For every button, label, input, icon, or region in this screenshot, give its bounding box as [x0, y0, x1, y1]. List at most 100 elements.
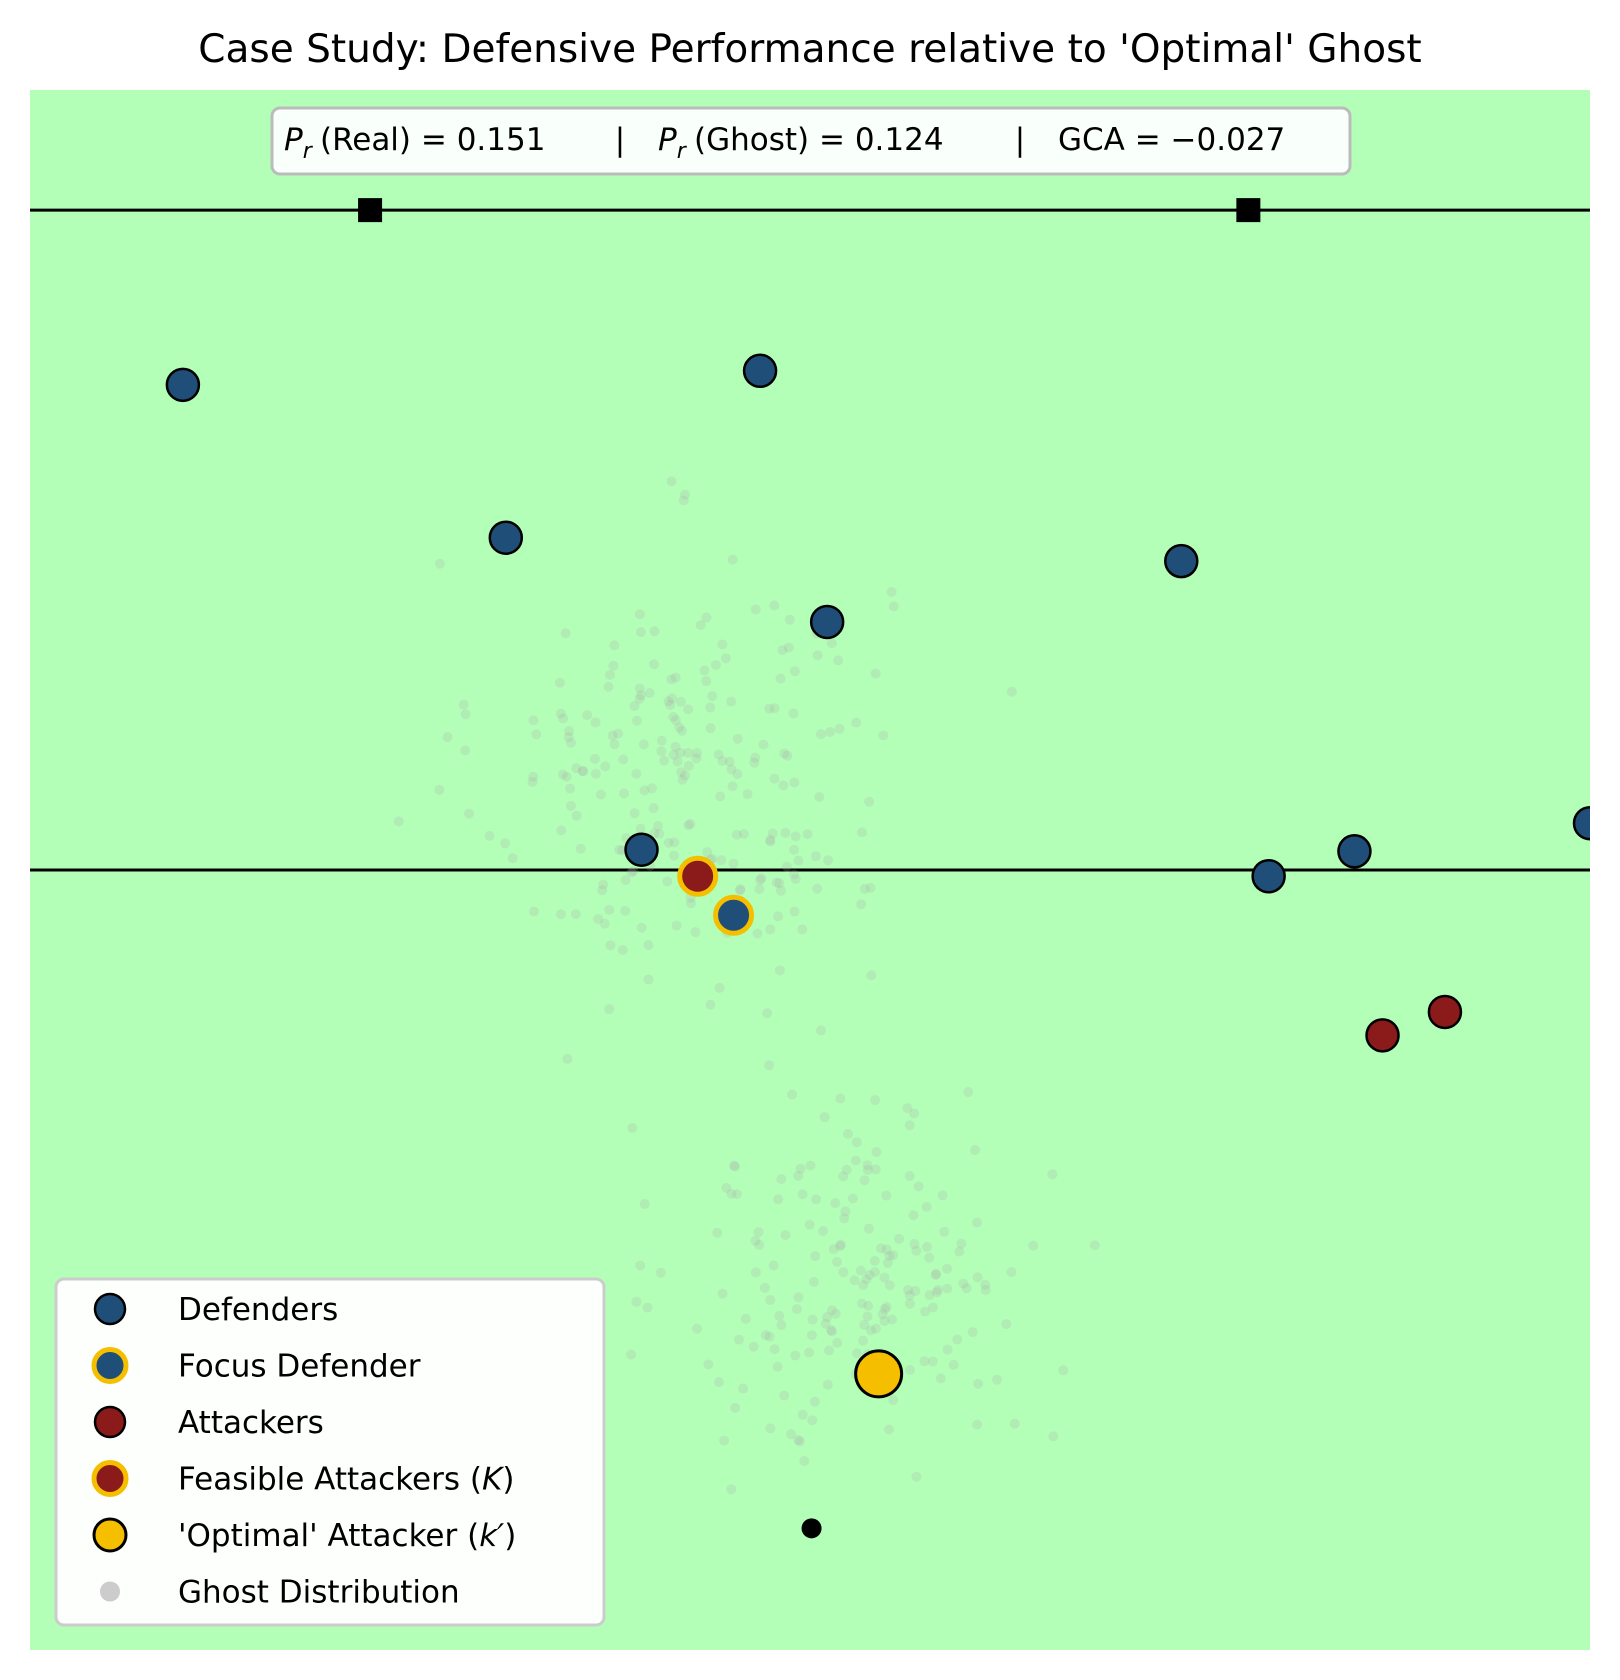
- ghost-point: [715, 791, 726, 802]
- ghost-point: [851, 1137, 862, 1148]
- ghost-point: [626, 1349, 637, 1360]
- ghost-point: [910, 1285, 921, 1296]
- ghost-point: [824, 1345, 835, 1356]
- ghost-point: [835, 1241, 846, 1252]
- ghost-point: [786, 1429, 797, 1440]
- ghost-point: [646, 783, 657, 794]
- ghost-point: [866, 970, 877, 981]
- legend-label-attacker: Attackers: [178, 1405, 324, 1441]
- ghost-point: [639, 1198, 650, 1209]
- ghost-point: [779, 1390, 790, 1401]
- legend-marker-defender: [93, 1292, 127, 1326]
- attacker-point: [1365, 1018, 1400, 1053]
- ghost-point: [904, 1170, 915, 1181]
- ghost-point: [716, 855, 727, 866]
- ghost-point: [758, 739, 769, 750]
- ghost-point: [839, 1213, 850, 1224]
- ghost-point: [659, 755, 670, 766]
- ghost-point: [748, 1341, 759, 1352]
- ghost-point: [1028, 1240, 1039, 1251]
- ghost-point: [787, 1089, 798, 1100]
- ghost-point: [831, 1256, 842, 1267]
- ghost-point: [838, 1267, 849, 1278]
- ghost-point: [639, 785, 650, 796]
- ghost-point: [620, 905, 631, 916]
- legend-label-focus: Focus Defender: [178, 1349, 421, 1385]
- legend-marker-feasible: [91, 1460, 129, 1497]
- ghost-point: [840, 1206, 851, 1217]
- ghost-point: [557, 769, 568, 780]
- ghost-point: [809, 1396, 820, 1407]
- ghost-point: [600, 761, 611, 772]
- ghost-point: [791, 1304, 802, 1315]
- legend-marker-focus: [91, 1347, 129, 1384]
- ghost-point: [972, 1419, 983, 1430]
- ghost-point: [924, 1290, 935, 1301]
- ghost-point: [826, 1305, 837, 1316]
- defender-point: [624, 832, 659, 867]
- ghost-point: [780, 1229, 791, 1240]
- ghost-point: [707, 690, 718, 701]
- ghost-point: [668, 711, 679, 722]
- ghost-point: [643, 974, 654, 985]
- ghost-point: [908, 1210, 919, 1221]
- ball-marker: [801, 1518, 822, 1539]
- ghost-point: [871, 1147, 882, 1158]
- ghost-point: [620, 875, 631, 886]
- ghost-point: [921, 1201, 932, 1212]
- ghost-point: [939, 1226, 950, 1237]
- ghost-point: [740, 1313, 751, 1324]
- ghost-point: [793, 855, 804, 866]
- ghost-point: [570, 909, 581, 920]
- ghost-point: [869, 1255, 880, 1266]
- ghost-point: [806, 1330, 817, 1341]
- ghost-point: [919, 1356, 930, 1367]
- ghost-point: [726, 1188, 737, 1199]
- ghost-point: [603, 681, 614, 692]
- ghost-point: [773, 1194, 784, 1205]
- ghost-point: [671, 920, 682, 931]
- ghost-point: [724, 756, 735, 767]
- ghost-point: [712, 1227, 723, 1238]
- ghost-point: [558, 713, 569, 724]
- ghost-point: [458, 699, 469, 710]
- ghost-point: [564, 726, 575, 737]
- ghost-point: [909, 1238, 920, 1249]
- ghost-point: [1047, 1169, 1058, 1180]
- ghost-point: [776, 1320, 787, 1331]
- ghost-point: [789, 844, 800, 855]
- ghost-point: [555, 708, 566, 719]
- ghost-point: [924, 1252, 935, 1263]
- ghost-point: [775, 885, 786, 896]
- ghost-point: [627, 1122, 638, 1133]
- ghost-point: [605, 940, 616, 951]
- ghost-point: [804, 1347, 815, 1358]
- ghost-point: [793, 1434, 804, 1445]
- ghost-point: [864, 796, 875, 807]
- ghost-point: [629, 808, 640, 819]
- ghost-point: [841, 1164, 852, 1175]
- ghost-point: [795, 1163, 806, 1174]
- ghost-point: [733, 1334, 744, 1345]
- ghost-point: [814, 791, 825, 802]
- ghost-point: [903, 1284, 914, 1295]
- ghost-point: [750, 604, 761, 615]
- stats-pr-symbol: Pr: [284, 122, 314, 164]
- ghost-point: [528, 715, 539, 726]
- ghost-point: [963, 1087, 974, 1098]
- ghost-point: [759, 1282, 770, 1293]
- ghost-point: [631, 715, 642, 726]
- ghost-point: [692, 1323, 703, 1334]
- legend-marker-ghost: [100, 1581, 120, 1602]
- ghost-point: [794, 1436, 805, 1447]
- stats-separator: |: [1015, 122, 1025, 158]
- ghost-point: [680, 770, 691, 781]
- ghost-point: [663, 837, 674, 848]
- ghost-point: [780, 827, 791, 838]
- ghost-point: [928, 1302, 939, 1313]
- ghost-point: [967, 1327, 978, 1338]
- ghost-point: [599, 918, 610, 929]
- ghost-point: [789, 869, 800, 880]
- ghost-point: [888, 1250, 899, 1261]
